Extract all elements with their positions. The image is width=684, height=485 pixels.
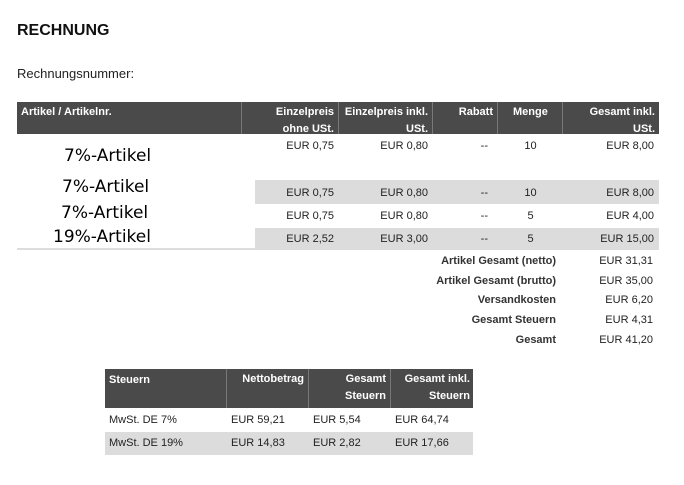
tax-cell: EUR 14,83 bbox=[231, 437, 285, 449]
cell-net: EUR 0,75 bbox=[286, 140, 334, 152]
tax-cell: EUR 17,66 bbox=[395, 437, 449, 449]
cell-gross: EUR 0,80 bbox=[380, 187, 428, 199]
col-qty: Menge bbox=[498, 102, 563, 134]
tax-cell: EUR 64,74 bbox=[395, 414, 449, 426]
total-value: EUR 6,20 bbox=[605, 294, 653, 306]
cell-discount: -- bbox=[480, 233, 488, 245]
row-bg bbox=[255, 228, 659, 250]
tax-cell: EUR 59,21 bbox=[231, 414, 285, 426]
cell-total: EUR 8,00 bbox=[606, 140, 654, 152]
header-text: ohne USt. bbox=[282, 123, 334, 135]
col-gross-price: Einzelpreis inkl. USt. bbox=[339, 102, 433, 135]
cell-net: EUR 2,52 bbox=[286, 233, 334, 245]
header-text: Rabatt bbox=[458, 106, 493, 118]
page-title: RECHNUNG bbox=[17, 22, 110, 39]
total-value: EUR 4,31 bbox=[605, 314, 653, 326]
cell-total: EUR 8,00 bbox=[606, 187, 654, 199]
col-total: Gesamt inkl. USt. bbox=[563, 102, 659, 135]
header-text: USt. bbox=[633, 123, 655, 135]
col-tax: Steuern bbox=[105, 369, 227, 408]
table-bottom-border bbox=[17, 248, 255, 250]
total-label: Artikel Gesamt (brutto) bbox=[436, 275, 556, 287]
cell-qty: 5 bbox=[527, 210, 534, 222]
header-text: Gesamt bbox=[345, 373, 386, 385]
tax-table-header: Steuern Nettobetrag Gesamt Steuern Gesamt… bbox=[105, 369, 473, 408]
cell-qty: 10 bbox=[524, 140, 537, 152]
col-gross-total: Gesamt inkl. Steuern bbox=[391, 369, 473, 408]
header-text: Artikel / Artikelnr. bbox=[21, 106, 112, 118]
cell-discount: -- bbox=[480, 187, 488, 199]
cell-net: EUR 0,75 bbox=[286, 210, 334, 222]
tax-cell: EUR 2,82 bbox=[313, 437, 361, 449]
cell-total: EUR 4,00 bbox=[606, 210, 654, 222]
cell-net: EUR 0,75 bbox=[286, 187, 334, 199]
total-label: Gesamt Steuern bbox=[471, 314, 556, 326]
header-text: Gesamt inkl. bbox=[589, 106, 655, 118]
header-text: USt. bbox=[406, 123, 428, 135]
total-label: Gesamt bbox=[515, 334, 556, 346]
header-text: Gesamt inkl. bbox=[404, 373, 470, 385]
cell-gross: EUR 0,80 bbox=[380, 210, 428, 222]
items-table-header: Artikel / Artikelnr. Einzelpreis ohne USt… bbox=[17, 102, 659, 135]
tax-cell: EUR 5,54 bbox=[313, 414, 361, 426]
header-text: Steuern bbox=[429, 390, 470, 402]
col-discount: Rabatt bbox=[433, 102, 498, 134]
article-label: 19%-Artikel bbox=[53, 227, 151, 247]
tax-cell: MwSt. DE 19% bbox=[109, 437, 183, 449]
total-value: EUR 31,31 bbox=[599, 255, 653, 267]
row-bg bbox=[255, 180, 659, 204]
total-label: Artikel Gesamt (netto) bbox=[441, 255, 556, 267]
header-text: Steuern bbox=[345, 390, 386, 402]
row-bg bbox=[105, 432, 473, 455]
total-value: EUR 35,00 bbox=[599, 275, 653, 287]
tax-cell: MwSt. DE 7% bbox=[109, 414, 177, 426]
header-text: Menge bbox=[513, 106, 548, 118]
cell-qty: 5 bbox=[527, 233, 534, 245]
cell-total: EUR 15,00 bbox=[600, 233, 654, 245]
col-tax-total: Gesamt Steuern bbox=[309, 369, 391, 408]
article-label: 7%-Artikel bbox=[64, 146, 152, 166]
header-text: Einzelpreis inkl. bbox=[344, 106, 428, 118]
col-net-price: Einzelpreis ohne USt. bbox=[242, 102, 339, 135]
col-net-amount: Nettobetrag bbox=[227, 369, 309, 408]
article-label: 7%-Artikel bbox=[62, 177, 150, 197]
col-article: Artikel / Artikelnr. bbox=[17, 102, 242, 134]
cell-gross: EUR 3,00 bbox=[380, 233, 428, 245]
header-text: Steuern bbox=[109, 374, 150, 386]
total-value: EUR 41,20 bbox=[599, 334, 653, 346]
total-label: Versandkosten bbox=[477, 294, 556, 306]
cell-qty: 10 bbox=[524, 187, 537, 199]
header-text: Nettobetrag bbox=[242, 373, 304, 385]
header-text: Einzelpreis bbox=[275, 106, 334, 118]
invoice-number-label: Rechnungsnummer: bbox=[17, 66, 135, 81]
article-label: 7%-Artikel bbox=[61, 203, 149, 223]
cell-discount: -- bbox=[480, 210, 488, 222]
cell-gross: EUR 0,80 bbox=[380, 140, 428, 152]
cell-discount: -- bbox=[480, 140, 488, 152]
